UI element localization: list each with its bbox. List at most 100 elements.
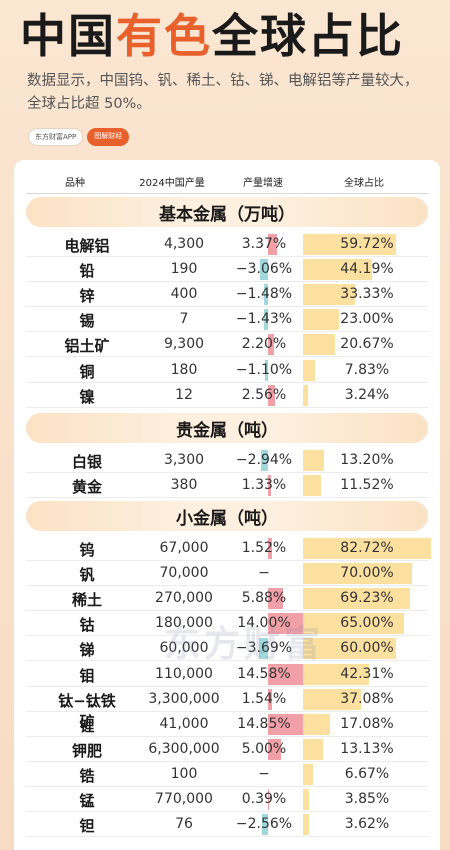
growth-bar	[268, 789, 269, 810]
section-header: 贵金属（吨）	[26, 413, 428, 443]
share-bar	[303, 688, 361, 710]
growth-value: −1.43%	[235, 311, 293, 328]
row-divider	[26, 710, 428, 712]
metal-name: 铅	[79, 262, 95, 281]
growth-value: −3.06%	[235, 261, 293, 278]
share-value: 17.08%	[340, 715, 394, 732]
share-bar	[303, 384, 308, 406]
production-value: 4,300	[163, 236, 205, 252]
metal-name: 铝土矿	[64, 337, 110, 356]
share-value: 3.62%	[344, 816, 390, 833]
share-bar	[303, 588, 411, 610]
share-bar	[303, 763, 314, 785]
table-row: 白银 3,300 −2.94% 13.20%	[14, 448, 440, 473]
growth-value: −1.48%	[235, 286, 293, 303]
table-row: 锑 60,000 −3.69% 60.00%	[14, 636, 440, 662]
page-title: 中国有色全球占比	[20, 9, 404, 63]
growth-value: −	[258, 565, 270, 582]
metal-name: 锡	[79, 312, 95, 331]
share-bar	[303, 713, 330, 735]
row-divider	[26, 585, 428, 587]
share-bar	[303, 738, 324, 760]
col-header-name: 品种	[65, 178, 85, 189]
row-divider	[26, 735, 428, 737]
share-value: 82.72%	[340, 540, 394, 556]
production-value: 70,000	[159, 565, 209, 582]
growth-value: 5.88%	[241, 590, 287, 607]
row-divider	[26, 785, 428, 787]
growth-bar	[261, 814, 268, 836]
table-row: 锰 770,000 0.39% 3.85%	[14, 787, 440, 812]
row-divider	[26, 472, 428, 473]
share-value: 20.67%	[340, 336, 394, 353]
share-value: 60.00%	[340, 640, 394, 657]
metal-name: 铜	[79, 362, 95, 381]
row-divider	[26, 836, 428, 838]
growth-value: −	[258, 765, 270, 782]
growth-bar	[268, 234, 277, 255]
share-bar	[303, 638, 396, 660]
row-divider	[26, 635, 428, 637]
metal-name: 钨	[79, 541, 95, 559]
production-value: 3,300	[163, 452, 205, 468]
production-value: 67,000	[159, 540, 209, 556]
share-value: 44.19%	[340, 261, 394, 278]
table-row: 钾肥 6,300,000 5.00% 13.13%	[14, 737, 440, 762]
growth-bar	[268, 384, 275, 406]
share-value: 3.24%	[344, 386, 390, 403]
production-value: 400	[170, 286, 198, 303]
table-row: 铝土矿 9,300 2.20% 20.67%	[14, 332, 440, 358]
row-divider	[26, 610, 428, 612]
growth-bar	[268, 663, 306, 685]
production-value: 180,000	[155, 615, 213, 632]
metal-name: 钽	[79, 817, 95, 836]
share-bar	[303, 259, 372, 281]
row-divider	[26, 356, 428, 358]
growth-bar	[268, 613, 304, 635]
growth-bar	[268, 538, 272, 559]
metal-name: 钴	[79, 616, 95, 635]
share-value: 13.13%	[340, 740, 394, 757]
growth-bar	[268, 588, 283, 610]
table-row: 锆 100 − 6.67%	[14, 762, 440, 787]
share-bar	[303, 450, 324, 471]
growth-value: 2.56%	[241, 386, 287, 403]
row-divider	[26, 660, 428, 662]
table-row: 钴 180,000 14.00% 65.00%	[14, 611, 440, 637]
growth-bar	[268, 688, 272, 710]
growth-value: 5.00%	[241, 740, 287, 757]
growth-value: −2.56%	[235, 816, 293, 833]
table-row: 钼 110,000 14.58% 42.31%	[14, 662, 440, 687]
row-divider	[26, 406, 428, 408]
table-row: 钽 76 −2.56% 3.62%	[14, 812, 440, 838]
metal-name: 稀土	[71, 591, 102, 610]
production-value: 270,000	[155, 590, 213, 607]
metal-name: 钛−钛铁矿	[58, 691, 116, 731]
production-value: 110,000	[155, 665, 213, 682]
growth-value: 14.00%	[237, 615, 291, 632]
row-divider	[26, 331, 428, 333]
metal-name: 锑	[79, 641, 95, 660]
share-value: 65.00%	[340, 615, 394, 632]
metal-name: 锂	[79, 716, 95, 735]
metal-name: 钾肥	[71, 741, 102, 760]
share-value: 59.72%	[340, 236, 394, 252]
share-bar	[303, 334, 335, 356]
table-row: 电解铝 4,300 3.37% 59.72%	[14, 232, 440, 257]
table-row: 钒 70,000 − 70.00%	[14, 561, 440, 587]
col-header-share: 全球占比	[344, 178, 384, 189]
growth-bar	[268, 713, 306, 735]
growth-value: 1.33%	[241, 477, 287, 494]
metal-name: 锆	[79, 766, 95, 785]
metal-name: 钒	[79, 566, 95, 585]
table-row: 铅 190 −3.06% 44.19%	[14, 257, 440, 283]
share-bar	[303, 234, 396, 255]
share-bar	[303, 475, 321, 497]
table-row: 铜 180 −1.10% 7.83%	[14, 358, 440, 383]
row-divider	[26, 281, 428, 283]
production-value: 9,300	[163, 336, 205, 353]
header-divider	[26, 193, 428, 194]
table-row: 钛−钛铁矿 3,300,000 1.54% 37.08%	[14, 687, 440, 731]
share-value: 70.00%	[340, 565, 394, 582]
metal-name: 白银	[71, 453, 102, 471]
